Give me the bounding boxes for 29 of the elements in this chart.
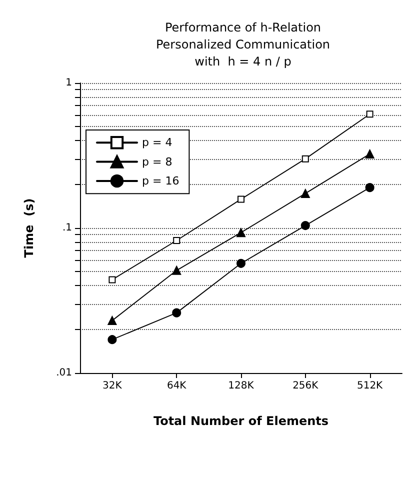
y-tick-label: .1 xyxy=(62,222,72,234)
point xyxy=(366,110,374,118)
point xyxy=(108,316,117,326)
point xyxy=(300,221,310,230)
y-tick-label: .01 xyxy=(56,368,72,378)
x-tick-label: 512K xyxy=(356,380,384,392)
x-tick-label: 64K xyxy=(166,380,187,392)
y-tick-label: 1 xyxy=(66,78,72,88)
legend-label: p = 4 xyxy=(142,136,172,150)
point xyxy=(302,155,309,162)
point xyxy=(108,276,116,284)
point xyxy=(365,183,374,192)
point xyxy=(236,228,246,238)
point xyxy=(236,258,246,268)
legend-label: p = 16 xyxy=(142,174,180,188)
point xyxy=(365,149,374,158)
point xyxy=(172,266,182,275)
chart-title: Performance of h-Relation Personalized Communication with h = 4 n / p xyxy=(156,20,330,68)
point xyxy=(300,188,310,198)
point xyxy=(108,335,117,344)
point xyxy=(238,196,244,203)
point xyxy=(173,236,180,244)
x-tick-label: 32K xyxy=(102,380,122,392)
y-axis-title: Time (s) xyxy=(22,198,36,258)
x-tick-label: 256K xyxy=(292,380,319,392)
legend-label: p = 8 xyxy=(142,155,172,168)
x-tick-label: 128K xyxy=(228,380,254,392)
point xyxy=(172,308,182,318)
x-axis-title: Total Number of Elements xyxy=(153,414,329,428)
